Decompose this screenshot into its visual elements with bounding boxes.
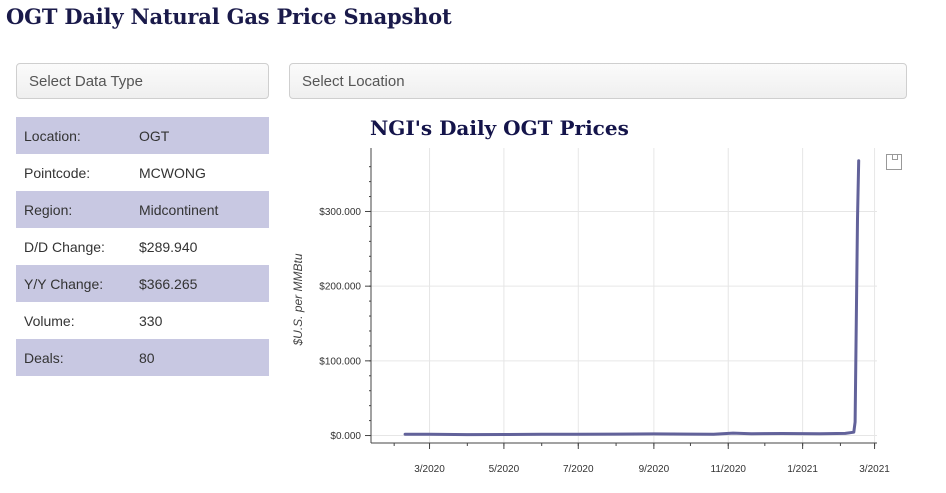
info-value: 330 bbox=[139, 312, 163, 329]
info-value: 80 bbox=[139, 349, 155, 366]
info-label: Y/Y Change: bbox=[24, 275, 104, 292]
info-value: MCWONG bbox=[139, 164, 206, 181]
info-label: Volume: bbox=[24, 312, 75, 329]
info-label: Location: bbox=[24, 127, 81, 144]
info-row-volume: Volume: 330 bbox=[16, 302, 269, 339]
y-tick-label: $200.000 bbox=[319, 282, 361, 293]
info-value: Midcontinent bbox=[139, 201, 219, 218]
x-tick-label: 3/2020 bbox=[414, 464, 445, 475]
x-tick-label: 3/2021 bbox=[859, 464, 890, 475]
info-label: Deals: bbox=[24, 349, 64, 366]
info-value: $289.940 bbox=[139, 238, 198, 255]
price-series-line bbox=[403, 159, 861, 437]
price-chart: $0.000 $100.000 $200.000 $300.000 3/2020 5/20… bbox=[291, 148, 890, 475]
info-row-location: Location: OGT bbox=[16, 117, 269, 154]
info-row-yy-change: Y/Y Change: $366.265 bbox=[16, 265, 269, 302]
info-row-deals: Deals: 80 bbox=[16, 339, 269, 376]
location-select[interactable]: Select Location bbox=[289, 63, 907, 99]
x-tick-label: 5/2020 bbox=[489, 464, 520, 475]
save-icon[interactable] bbox=[886, 154, 902, 170]
chart-title: NGI's Daily OGT Prices bbox=[370, 116, 629, 140]
info-table: Location: OGT Pointcode: MCWONG Region: … bbox=[16, 117, 269, 376]
y-tick-label: $100.000 bbox=[319, 356, 361, 367]
page-title: OGT Daily Natural Gas Price Snapshot bbox=[6, 4, 452, 29]
x-tick-label: 7/2020 bbox=[563, 464, 594, 475]
info-label: D/D Change: bbox=[24, 238, 105, 255]
info-value: $366.265 bbox=[139, 275, 198, 292]
info-row-pointcode: Pointcode: MCWONG bbox=[16, 154, 269, 191]
x-tick-label: 9/2020 bbox=[639, 464, 670, 475]
info-label: Pointcode: bbox=[24, 164, 91, 181]
info-row-region: Region: Midcontinent bbox=[16, 191, 269, 228]
y-tick-label: $0.000 bbox=[330, 431, 361, 442]
info-label: Region: bbox=[24, 201, 73, 218]
data-type-select[interactable]: Select Data Type bbox=[16, 63, 269, 99]
y-tick-label: $300.000 bbox=[319, 207, 361, 218]
x-tick-label: 1/2021 bbox=[787, 464, 818, 475]
x-tick-label: 11/2020 bbox=[711, 464, 747, 475]
info-value: OGT bbox=[139, 127, 170, 144]
y-axis-label: $U.S. per MMBtu bbox=[291, 253, 305, 346]
info-row-dd-change: D/D Change: $289.940 bbox=[16, 228, 269, 265]
